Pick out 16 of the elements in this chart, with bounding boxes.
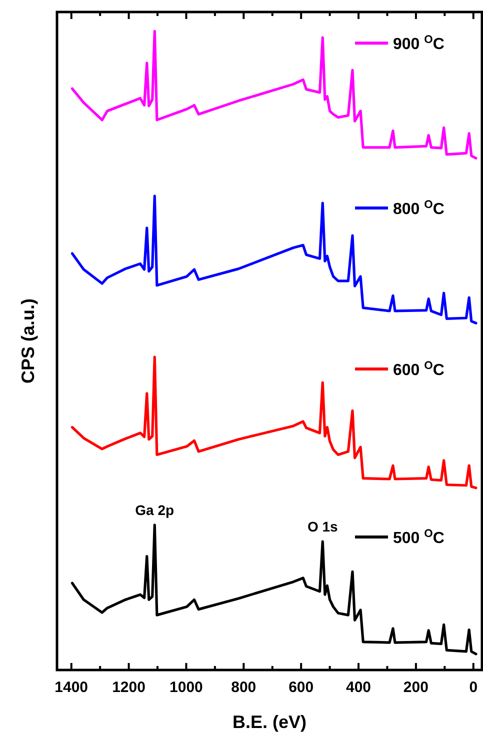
annotation: O 1s [307,518,338,535]
x-tick-label: 1400 [54,679,88,696]
legend-label: 900 $^{O}$C [393,34,445,54]
legend-label: 800 $^{O}$C [393,198,445,218]
x-tick-label: 600 [288,679,314,696]
legend-label: 600 $^{O}$C [393,360,445,379]
legend-label: 500 $^{O}$C [393,528,445,547]
y-axis-title: CPS (a.u.) [18,298,38,384]
x-tick-label: 0 [469,679,478,696]
x-tick-label: 400 [346,679,372,696]
x-tick-label: 200 [403,679,428,696]
x-tick-label: 800 [231,679,256,696]
x-tick-label: 1000 [170,679,203,696]
x-tick-label: 1200 [112,679,146,696]
x-axis-title: B.E. (eV) [232,712,307,732]
annotation: Ga 2p [135,502,174,518]
